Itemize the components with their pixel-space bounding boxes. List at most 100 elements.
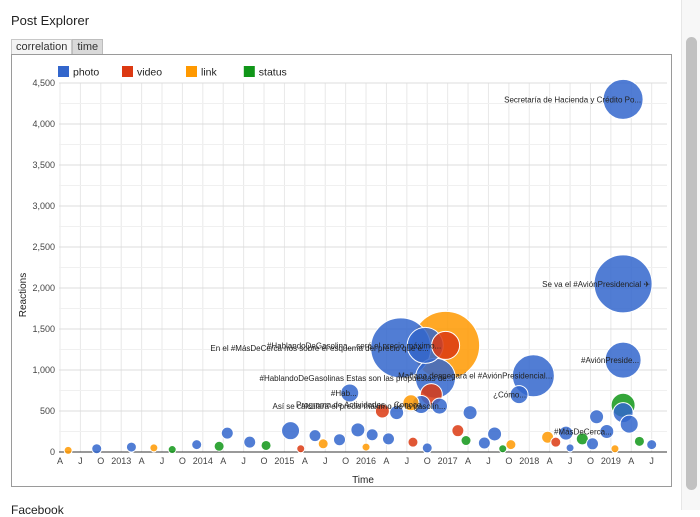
- bubble-photo[interactable]: [602, 78, 644, 120]
- x-tick-label: J: [405, 456, 410, 466]
- bubble-video[interactable]: [550, 436, 562, 448]
- x-tick-label: A: [302, 456, 308, 466]
- bubble-label: #HablandoDeGasolina... será el precio má…: [267, 341, 441, 350]
- bubble-label: En el #MásDeCerca nos sobre el esquema d…: [210, 344, 428, 353]
- bubble-photo[interactable]: [599, 424, 615, 439]
- bubble-video[interactable]: [374, 403, 390, 419]
- y-tick-label: 4,000: [32, 119, 55, 129]
- bubble-photo[interactable]: [558, 425, 574, 441]
- bubble-photo[interactable]: [604, 341, 642, 379]
- x-tick-label: 2017: [438, 456, 458, 466]
- bubble-link[interactable]: [610, 444, 620, 454]
- bubble-label: #HablandoDeGasolinas Estas son las propu…: [260, 374, 454, 383]
- scrollbar-thumb[interactable]: [686, 37, 697, 490]
- bubble-photo[interactable]: [350, 422, 366, 438]
- x-tick-label: J: [568, 456, 573, 466]
- tab-time[interactable]: time: [72, 39, 104, 55]
- y-tick-label: 2,000: [32, 283, 55, 293]
- page-title: Post Explorer: [11, 13, 90, 28]
- bubble-photo[interactable]: [333, 433, 347, 447]
- x-axis: A J O 2013 A J O 2014 A J O 2015 A J O 2016 A J O 2017 A J O 20…: [57, 456, 654, 466]
- bubble-photo[interactable]: [365, 428, 379, 442]
- bubble-photo[interactable]: [646, 439, 658, 451]
- x-tick-label: O: [261, 456, 268, 466]
- legend-swatch-video: [122, 66, 133, 77]
- x-tick-label: J: [323, 456, 328, 466]
- bubble-photo[interactable]: [593, 254, 653, 314]
- legend-label-photo: photo: [73, 67, 99, 79]
- bubble-status[interactable]: [498, 444, 508, 454]
- bubble-photo[interactable]: [477, 436, 491, 450]
- y-tick-label: 1,500: [32, 324, 55, 334]
- bubble-video[interactable]: [407, 436, 419, 448]
- bubble-status[interactable]: [260, 439, 272, 451]
- bubble-link[interactable]: [505, 439, 517, 451]
- x-tick-label: O: [342, 456, 349, 466]
- bubble-status[interactable]: [213, 440, 225, 452]
- bubble-photo[interactable]: [586, 437, 600, 451]
- y-tick-label: 500: [40, 406, 55, 416]
- x-tick-label: J: [649, 456, 654, 466]
- x-tick-label: J: [486, 456, 491, 466]
- chart-frame: Secretaría de Hacienda y Crédito Po... Se…: [11, 54, 672, 487]
- y-tick-label: 4,500: [32, 78, 55, 88]
- bubble-photo[interactable]: [381, 432, 395, 446]
- bubble-photo[interactable]: [125, 441, 137, 453]
- page-scrollbar[interactable]: [681, 0, 700, 510]
- bubble-photo[interactable]: [487, 426, 503, 442]
- legend-swatch-status: [243, 66, 255, 77]
- tab-correlation[interactable]: correlation: [11, 39, 73, 55]
- next-section-heading: Facebook: [11, 503, 64, 517]
- bubble-photo[interactable]: [340, 383, 360, 403]
- bubble-photo[interactable]: [308, 429, 322, 443]
- bubble-video[interactable]: [451, 424, 465, 438]
- x-tick-label: A: [465, 456, 471, 466]
- bubble-photo[interactable]: [462, 405, 478, 421]
- bubble-link[interactable]: [317, 438, 329, 450]
- bubble-link[interactable]: [402, 394, 420, 412]
- bubble-chart: Secretaría de Hacienda y Crédito Po... Se…: [18, 66, 667, 486]
- bubble-photo[interactable]: [281, 421, 301, 441]
- y-tick-label: 3,500: [32, 160, 55, 170]
- bubble-photo[interactable]: [91, 443, 103, 455]
- bubble-photo[interactable]: [589, 409, 605, 425]
- bubble-label: Se va el #AviónPresidencial ✈: [542, 280, 650, 289]
- view-tabs: correlation time: [11, 39, 104, 55]
- y-tick-label: 2,500: [32, 242, 55, 252]
- bubble-link[interactable]: [361, 442, 371, 452]
- bubble-label: Así se calculará el precio máximo de la …: [273, 402, 446, 411]
- bubble-photo[interactable]: [619, 414, 639, 434]
- x-tick-label: O: [424, 456, 431, 466]
- bubble-label: Programa de Actividades... Conoce...: [296, 400, 428, 409]
- x-tick-label: 2015: [274, 456, 294, 466]
- x-tick-label: 2019: [601, 456, 621, 466]
- bubble-status[interactable]: [460, 435, 472, 447]
- bubble-photo[interactable]: [421, 442, 433, 454]
- bubble-photo[interactable]: [220, 426, 234, 440]
- y-axis: 0 500 1,000 1,500 2,000 2,500 3,000 3,500 4,000 4…: [32, 78, 55, 457]
- x-tick-label: J: [160, 456, 165, 466]
- bubble-video[interactable]: [431, 330, 461, 360]
- bubble-photo[interactable]: [430, 397, 448, 415]
- bubble-photo[interactable]: [509, 385, 529, 405]
- y-axis-title: Reactions: [18, 273, 29, 317]
- bubble-label: #Hab...: [331, 389, 357, 398]
- bubble-photo[interactable]: [191, 439, 203, 451]
- bubble-status[interactable]: [167, 445, 177, 455]
- bubble-status[interactable]: [633, 435, 645, 447]
- x-tick-label: A: [220, 456, 226, 466]
- bubble-link[interactable]: [149, 443, 159, 453]
- legend-label-video: video: [137, 67, 162, 79]
- bubble-label: #AviónPreside...: [581, 356, 639, 365]
- bubble-video[interactable]: [296, 444, 306, 454]
- x-tick-label: O: [505, 456, 512, 466]
- chart-bubbles: [63, 78, 658, 455]
- legend-label-link: link: [201, 67, 218, 79]
- bubble-photo[interactable]: [243, 435, 257, 449]
- x-axis-title: Time: [352, 475, 374, 486]
- bubble-label: Mañana despegará el #AviónPresidencial..…: [398, 372, 552, 381]
- bubble-link[interactable]: [63, 445, 73, 455]
- x-tick-label: O: [179, 456, 186, 466]
- bubble-label: #MásDeCerca...: [554, 428, 612, 437]
- bubble-photo[interactable]: [565, 443, 575, 453]
